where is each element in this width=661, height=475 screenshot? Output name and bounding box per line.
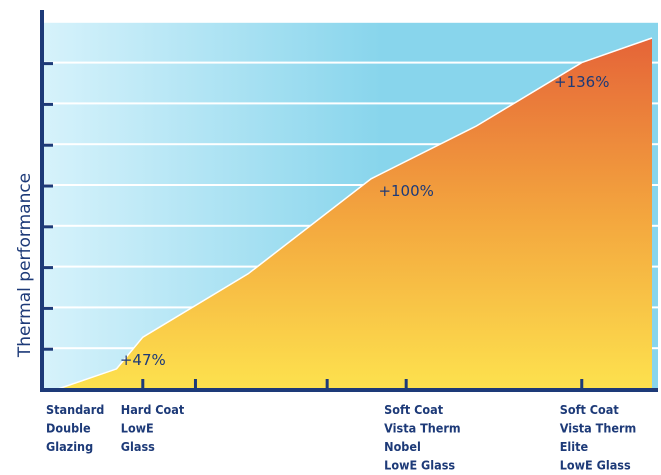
x-axis-category-label: Vista Therm — [384, 421, 460, 436]
x-axis-category-label: Hard Coat — [121, 402, 185, 417]
x-axis-category-label: Nobel — [384, 439, 421, 454]
x-axis-category-label: Soft Coat — [384, 402, 444, 417]
x-axis-category-label: Double — [46, 421, 91, 436]
x-axis-category-label: Glazing — [46, 439, 93, 454]
x-axis-labels: Standard Double Glazing Hard Coat LowE Glass S… — [46, 402, 636, 473]
x-axis-category-label: Glass — [121, 439, 155, 454]
annotation-label: +136% — [554, 73, 609, 91]
x-axis-category-label: Soft Coat — [560, 402, 620, 417]
annotations: +47% +100% +136% — [120, 73, 610, 369]
x-axis-category-label: Elite — [560, 439, 589, 454]
performance-area — [55, 38, 652, 390]
y-axis-label: Thermal performance — [15, 173, 35, 358]
annotation-label: +47% — [120, 351, 166, 369]
performance-line — [54, 37, 653, 391]
x-axis-category-label: LowE Glass — [560, 458, 631, 473]
annotation-label: +100% — [378, 182, 433, 200]
x-axis-category-label: LowE Glass — [384, 458, 455, 473]
x-axis-category-label: Standard — [46, 402, 104, 417]
x-axis-category-label: Vista Therm — [560, 421, 636, 436]
axes — [40, 10, 658, 392]
background-band — [44, 22, 658, 62]
x-axis-category-label: LowE — [121, 421, 154, 436]
